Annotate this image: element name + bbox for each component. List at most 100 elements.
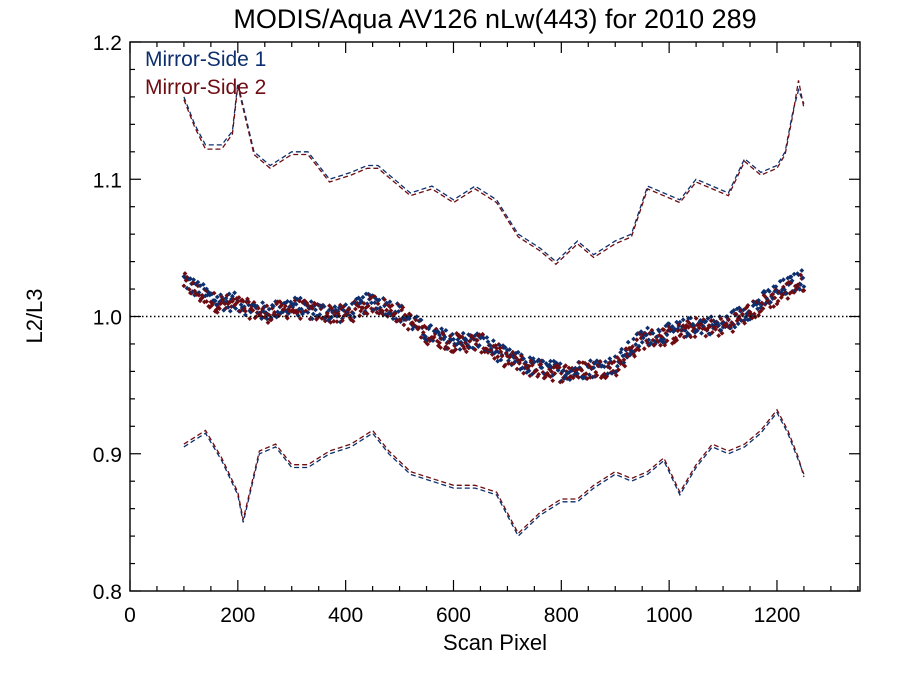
point-ms2	[402, 312, 408, 318]
point-ms1	[360, 294, 366, 300]
point-ms2	[664, 338, 670, 344]
point-ms2	[674, 337, 680, 343]
point-ms1	[341, 307, 346, 313]
point-ms1	[621, 360, 627, 365]
point-ms2	[550, 378, 556, 383]
point-ms2	[613, 372, 619, 378]
point-ms1	[467, 344, 473, 350]
point-ms2	[634, 337, 640, 343]
point-ms1	[428, 323, 434, 328]
point-ms1	[195, 279, 201, 285]
point-ms2	[716, 333, 722, 338]
point-ms1	[791, 271, 797, 277]
point-ms2	[420, 330, 426, 335]
point-ms1	[687, 332, 692, 338]
point-ms1	[524, 370, 530, 375]
point-ms2	[733, 311, 739, 317]
point-ms2	[556, 365, 562, 370]
point-ms1	[305, 310, 311, 315]
point-ms1	[206, 289, 212, 295]
point-ms1	[451, 336, 456, 342]
point-ms2	[246, 299, 251, 305]
point-ms2	[183, 278, 189, 283]
point-ms1	[703, 319, 709, 324]
point-ms1	[491, 338, 496, 344]
upper-line-2	[183, 80, 805, 266]
point-ms1	[481, 335, 487, 341]
point-ms1	[694, 328, 700, 334]
point-ms1	[540, 358, 546, 364]
point-ms2	[400, 305, 406, 310]
point-ms1	[204, 286, 209, 292]
point-ms2	[566, 365, 572, 371]
point-ms1	[460, 330, 466, 336]
point-ms2	[662, 342, 668, 348]
point-ms1	[457, 347, 463, 352]
point-ms2	[480, 331, 485, 337]
point-ms1	[337, 319, 343, 325]
point-ms2	[747, 309, 753, 315]
point-ms2	[441, 332, 447, 338]
point-ms2	[216, 304, 221, 310]
point-ms1	[232, 290, 237, 296]
upper-percentile-lines	[183, 80, 805, 266]
point-ms2	[719, 330, 725, 336]
y-tick-labels: 0.8 0.9 1.0 1.1 1.2	[93, 32, 122, 604]
point-ms2	[499, 353, 505, 359]
lower-percentile-lines	[183, 408, 805, 538]
point-ms2	[688, 334, 694, 340]
point-ms2	[740, 311, 745, 317]
point-ms2	[785, 296, 791, 301]
point-ms2	[236, 295, 242, 300]
x-tick-label: 0	[124, 604, 136, 627]
point-ms1	[271, 303, 276, 309]
point-ms1	[233, 306, 239, 311]
point-ms2	[208, 299, 214, 305]
point-ms2	[408, 312, 413, 318]
point-ms1	[226, 291, 232, 297]
point-ms2	[730, 329, 736, 334]
point-ms1	[286, 311, 291, 316]
point-ms2	[382, 297, 387, 302]
point-ms1	[225, 304, 231, 310]
point-ms2	[535, 374, 540, 379]
point-ms2	[607, 365, 613, 371]
point-ms2	[191, 280, 196, 286]
point-ms2	[364, 311, 370, 317]
point-ms2	[298, 316, 303, 321]
point-ms2	[760, 306, 766, 311]
point-ms1	[376, 297, 382, 303]
point-ms2	[384, 307, 389, 313]
point-ms1	[442, 334, 448, 340]
x-tick-label: 200	[220, 604, 255, 627]
point-ms2	[630, 344, 635, 349]
point-ms1	[485, 339, 491, 345]
point-ms1	[767, 289, 772, 294]
point-ms1	[789, 278, 795, 284]
point-ms1	[800, 275, 806, 281]
point-ms1	[350, 310, 356, 316]
point-ms1	[773, 284, 779, 289]
point-ms2	[534, 368, 539, 373]
point-ms2	[623, 346, 629, 352]
point-ms2	[576, 375, 581, 380]
point-ms2	[296, 298, 302, 304]
point-ms1	[709, 322, 715, 328]
point-ms1	[498, 357, 504, 363]
point-ms1	[200, 282, 206, 287]
point-ms2	[379, 308, 385, 314]
point-ms1	[602, 364, 607, 370]
upper-line-1	[183, 83, 805, 263]
point-ms2	[346, 307, 352, 312]
y-tick-label: 1.2	[93, 32, 122, 55]
point-ms1	[217, 299, 222, 305]
point-ms1	[502, 345, 508, 350]
point-ms1	[260, 300, 265, 305]
point-ms2	[272, 309, 277, 315]
point-ms1	[309, 316, 315, 322]
point-ms1	[321, 304, 327, 309]
point-ms2	[292, 298, 298, 303]
point-ms2	[798, 272, 804, 278]
point-ms2	[514, 366, 520, 372]
point-ms1	[801, 284, 807, 289]
